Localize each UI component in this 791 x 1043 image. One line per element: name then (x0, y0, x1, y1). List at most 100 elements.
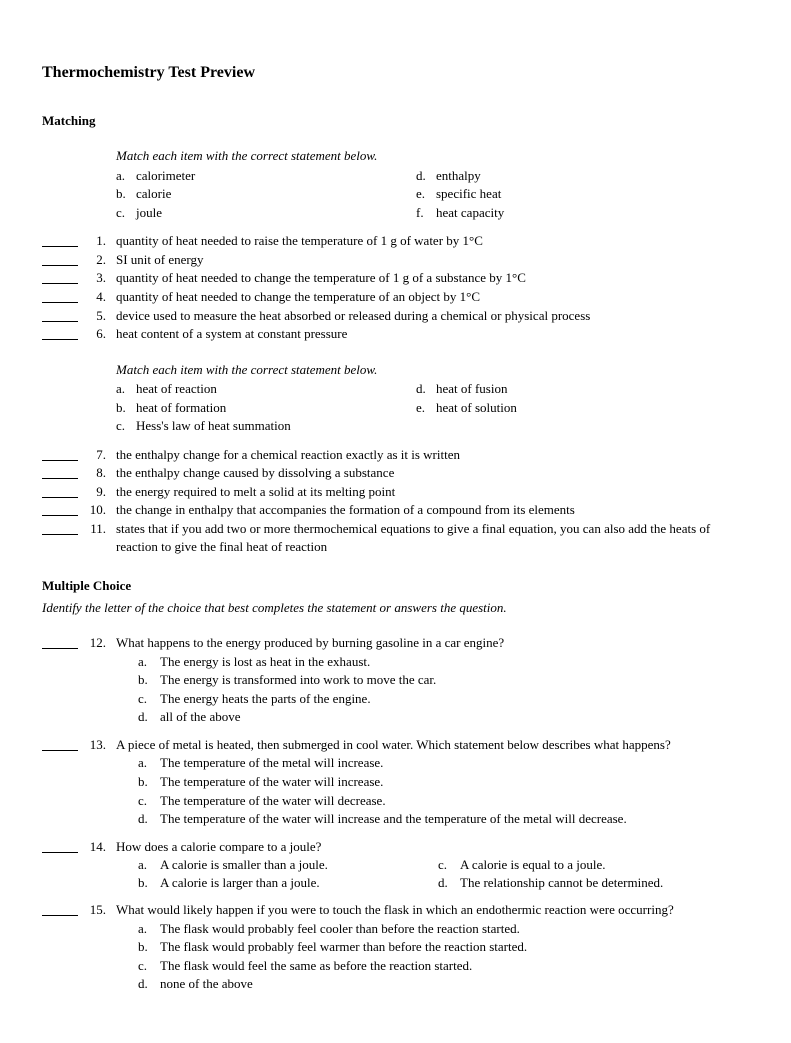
question-stem: What happens to the energy produced by b… (116, 634, 749, 652)
mc-choice: c.The flask would feel the same as befor… (138, 957, 472, 975)
answer-blank[interactable] (42, 327, 78, 340)
option-letter: a. (116, 380, 136, 398)
match-options-1: a.calorimeterb.caloriec.joule d.enthalpy… (116, 167, 749, 223)
match-question: 3.quantity of heat needed to change the … (42, 269, 749, 287)
question-text: SI unit of energy (116, 251, 749, 269)
option-text: Hess's law of heat summation (136, 417, 291, 435)
choice-letter: a. (138, 653, 160, 671)
mc-choice: a.The temperature of the metal will incr… (138, 754, 383, 772)
question-text: quantity of heat needed to change the te… (116, 288, 749, 306)
mc-choices: a.The temperature of the metal will incr… (42, 754, 749, 827)
choice-text: The temperature of the metal will increa… (160, 754, 383, 772)
option-text: specific heat (436, 185, 501, 203)
mc-choices: a.A calorie is smaller than a joule.c.A … (42, 856, 749, 891)
answer-blank[interactable] (42, 485, 78, 498)
mc-choice: d.none of the above (138, 975, 253, 993)
mc-question: 12.What happens to the energy produced b… (42, 634, 749, 726)
option-text: enthalpy (436, 167, 481, 185)
choice-text: none of the above (160, 975, 253, 993)
choice-text: A calorie is larger than a joule. (160, 874, 320, 892)
answer-blank[interactable] (42, 234, 78, 247)
choice-letter: d. (138, 810, 160, 828)
option-letter: b. (116, 399, 136, 417)
choice-text: The relationship cannot be determined. (460, 874, 663, 892)
answer-blank[interactable] (42, 503, 78, 516)
question-stem: What would likely happen if you were to … (116, 901, 749, 919)
page-title: Thermochemistry Test Preview (42, 62, 749, 84)
mc-instr: Identify the letter of the choice that b… (42, 599, 749, 617)
mc-choices: a.The energy is lost as heat in the exha… (42, 653, 749, 726)
question-text: the enthalpy change for a chemical react… (116, 446, 749, 464)
question-number: 10. (78, 501, 116, 519)
option-text: calorie (136, 185, 171, 203)
option-text: calorimeter (136, 167, 195, 185)
option-letter: b. (116, 185, 136, 203)
match-question: 1.quantity of heat needed to raise the t… (42, 232, 749, 250)
question-number: 1. (78, 232, 116, 250)
choice-letter: c. (138, 957, 160, 975)
mc-choice: d.The relationship cannot be determined. (438, 874, 749, 892)
match-option: b.heat of formation (116, 399, 416, 417)
answer-blank[interactable] (42, 253, 78, 266)
question-text: states that if you add two or more therm… (116, 520, 749, 555)
mc-choice: b.A calorie is larger than a joule. (138, 874, 438, 892)
choice-text: The energy is transformed into work to m… (160, 671, 436, 689)
choice-text: The flask would probably feel warmer tha… (160, 938, 527, 956)
match-question: 5.device used to measure the heat absorb… (42, 307, 749, 325)
mc-choices: a.The flask would probably feel cooler t… (42, 920, 749, 993)
option-letter: f. (416, 204, 436, 222)
match-option: b.calorie (116, 185, 416, 203)
choice-text: The energy is lost as heat in the exhaus… (160, 653, 370, 671)
mc-choice: a.The energy is lost as heat in the exha… (138, 653, 370, 671)
answer-blank[interactable] (42, 738, 78, 751)
match-option: d.heat of fusion (416, 380, 716, 398)
match-option: d.enthalpy (416, 167, 716, 185)
choice-letter: c. (438, 856, 460, 874)
option-letter: c. (116, 417, 136, 435)
match-option: f.heat capacity (416, 204, 716, 222)
answer-blank[interactable] (42, 309, 78, 322)
choice-letter: a. (138, 920, 160, 938)
match-option: a.heat of reaction (116, 380, 416, 398)
option-letter: a. (116, 167, 136, 185)
match-question: 11.states that if you add two or more th… (42, 520, 749, 555)
answer-blank[interactable] (42, 903, 78, 916)
choice-letter: d. (438, 874, 460, 892)
option-text: heat of reaction (136, 380, 217, 398)
matching-header: Matching (42, 112, 749, 130)
choice-text: The temperature of the water will decrea… (160, 792, 386, 810)
question-text: the energy required to melt a solid at i… (116, 483, 749, 501)
mc-choice: c.A calorie is equal to a joule. (438, 856, 749, 874)
mc-choice: b.The flask would probably feel warmer t… (138, 938, 527, 956)
mc-choice: b.The energy is transformed into work to… (138, 671, 436, 689)
question-number: 12. (78, 634, 116, 652)
answer-blank[interactable] (42, 290, 78, 303)
match-question: 9.the energy required to melt a solid at… (42, 483, 749, 501)
choice-text: A calorie is equal to a joule. (460, 856, 605, 874)
answer-blank[interactable] (42, 840, 78, 853)
question-text: the change in enthalpy that accompanies … (116, 501, 749, 519)
mc-header: Multiple Choice (42, 577, 749, 595)
question-number: 14. (78, 838, 116, 856)
option-text: heat of formation (136, 399, 226, 417)
answer-blank[interactable] (42, 466, 78, 479)
answer-blank[interactable] (42, 522, 78, 535)
match-option: e.heat of solution (416, 399, 716, 417)
question-number: 9. (78, 483, 116, 501)
question-text: heat content of a system at constant pre… (116, 325, 749, 343)
question-number: 4. (78, 288, 116, 306)
choice-text: The flask would feel the same as before … (160, 957, 472, 975)
mc-choice: b.The temperature of the water will incr… (138, 773, 383, 791)
match-question: 7.the enthalpy change for a chemical rea… (42, 446, 749, 464)
answer-blank[interactable] (42, 636, 78, 649)
option-letter: d. (416, 167, 436, 185)
question-number: 6. (78, 325, 116, 343)
choice-letter: b. (138, 671, 160, 689)
answer-blank[interactable] (42, 448, 78, 461)
answer-blank[interactable] (42, 271, 78, 284)
match-instr-1: Match each item with the correct stateme… (116, 147, 749, 165)
option-letter: e. (416, 185, 436, 203)
question-number: 2. (78, 251, 116, 269)
question-number: 8. (78, 464, 116, 482)
option-text: heat of fusion (436, 380, 507, 398)
